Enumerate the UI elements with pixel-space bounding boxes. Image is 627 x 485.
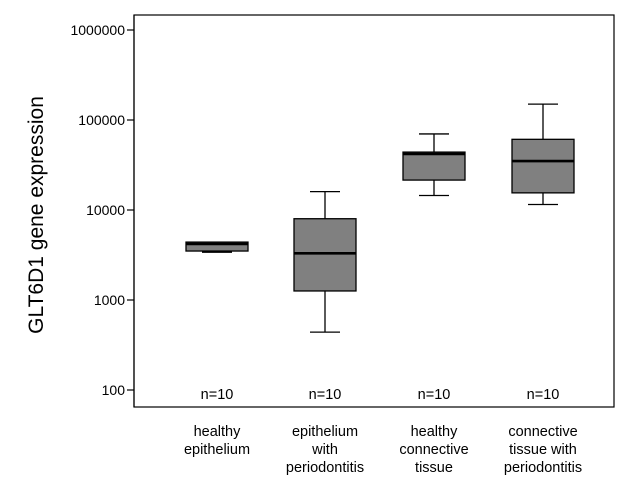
sample-size-label: n=10	[527, 387, 560, 403]
category-label-line: tissue	[415, 460, 453, 476]
y-axis-label: GLT6D1 gene expression	[25, 96, 48, 334]
interquartile-box	[402, 151, 466, 181]
category-label: epithelium with periodontitis	[286, 424, 364, 476]
category-label-line: epithelium	[184, 442, 250, 458]
category-label-line: healthy	[411, 424, 459, 440]
interquartile-box	[511, 138, 575, 194]
category-label: connective tissue with periodontitis	[504, 424, 582, 476]
category-label-line: healthy	[194, 424, 242, 440]
category-label-line: periodontitis	[504, 460, 582, 476]
box-1	[185, 241, 249, 253]
category-label-line: tissue with	[509, 442, 577, 458]
category-label-line: with	[311, 442, 338, 458]
y-tick-label: 100	[102, 382, 126, 398]
category-label-line: epithelium	[292, 424, 358, 440]
sample-size-label: n=10	[418, 387, 451, 403]
category-label-line: connective	[399, 442, 468, 458]
sample-size-label: n=10	[309, 387, 342, 403]
box-4	[511, 103, 575, 206]
category-label-line: periodontitis	[286, 460, 364, 476]
box-3	[402, 133, 466, 197]
category-label: healthy connective tissue	[399, 424, 468, 476]
y-tick-label: 100000	[78, 112, 125, 128]
sample-size-label: n=10	[201, 387, 234, 403]
sample-size-labels: n=10 n=10 n=10 n=10	[201, 387, 560, 403]
category-labels: healthy epithelium epithelium with periodont…	[184, 424, 582, 476]
interquartile-box	[293, 218, 357, 292]
category-label-line: connective	[508, 424, 577, 440]
box-series	[185, 103, 575, 333]
y-tick-label: 10000	[86, 202, 125, 218]
y-tick-label: 1000	[94, 292, 125, 308]
plot-frame	[133, 14, 615, 408]
category-label: healthy epithelium	[184, 424, 250, 458]
box-2	[293, 190, 357, 333]
y-tick-label: 1000000	[70, 22, 125, 38]
interquartile-box	[185, 241, 249, 252]
y-axis-ticks: 100 1000 10000 100000 1000000	[70, 22, 134, 398]
